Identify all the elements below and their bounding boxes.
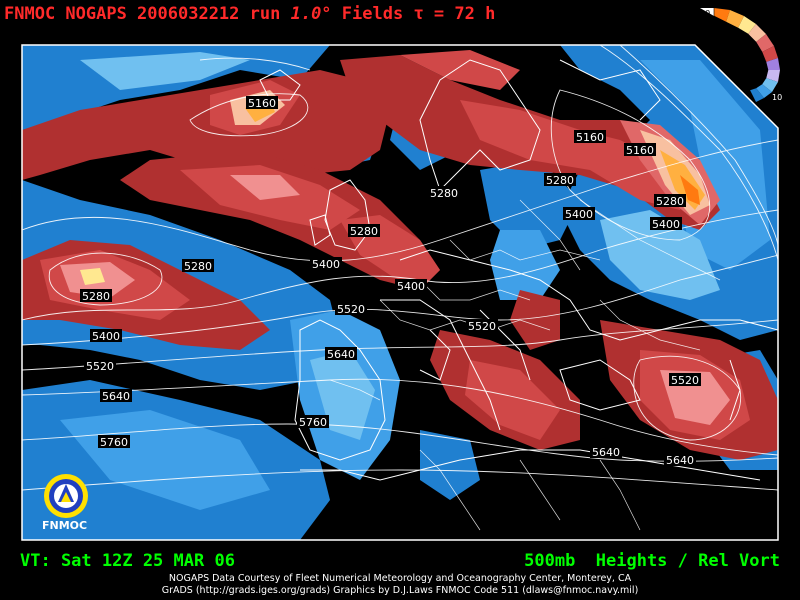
contour-label: 5760 [100,436,128,449]
country-borders [329,199,721,531]
valid-time: VT: Sat 12Z 25 MAR 06 [20,551,235,571]
field-label: 500mb Heights / Rel Vort [524,551,780,571]
contour-label: 5400 [565,208,593,221]
fnmoc-logo [44,474,88,518]
logo-label: FNMOC [42,519,88,532]
contour-label: 5520 [86,360,114,373]
colorbar-positive [700,8,778,62]
contour-label: 5280 [350,225,378,238]
map-frame [21,44,779,541]
colorbar: 20 10 [700,8,782,102]
contour-label: 5400 [652,218,680,231]
contour-label: 5160 [248,97,276,110]
positive-vorticity-areas [22,50,778,460]
contour-label: 5400 [312,258,340,271]
contour-label: 5640 [102,390,130,403]
contour-label: 5400 [397,280,425,293]
contour-label: 5280 [656,195,684,208]
contour-label: 5520 [671,374,699,387]
title-prefix: FNMOC NOGAPS 2006032212 run [4,4,281,24]
vorticity-field [22,45,778,540]
contour-label: 5280 [546,174,574,187]
colorbar-label-bottom: 10 [772,93,782,102]
contour-label: 5640 [666,454,694,467]
contour-label: 5760 [299,416,327,429]
contour-label: 5640 [327,348,355,361]
map-title: FNMOC NOGAPS 2006032212 run 1.0° Fields … [4,4,495,24]
contour-label: 5280 [82,290,110,303]
contour-label: 5520 [468,320,496,333]
contour-label: 5280 [430,187,458,200]
contour-label: 5160 [576,131,604,144]
colorbar-negative [750,58,780,102]
contour-label: 5280 [184,260,212,273]
title-resolution: 1.0° [290,4,332,24]
contour-label: 5640 [592,446,620,459]
contour-labels: 5160 5160 5160 5280 5280 5280 5280 5280 … [80,96,701,467]
contour-label: 5520 [337,303,365,316]
title-suffix: Fields τ = 72 h [341,4,496,24]
contour-label: 5160 [626,144,654,157]
credit-line-1: NOGAPS Data Courtesy of Fleet Numerical … [168,573,632,584]
colorbar-label-top: 20 [700,9,710,18]
credit-line-2: GrADS (http://grads.iges.org/grads) Grap… [161,585,639,596]
contour-label: 5400 [92,330,120,343]
